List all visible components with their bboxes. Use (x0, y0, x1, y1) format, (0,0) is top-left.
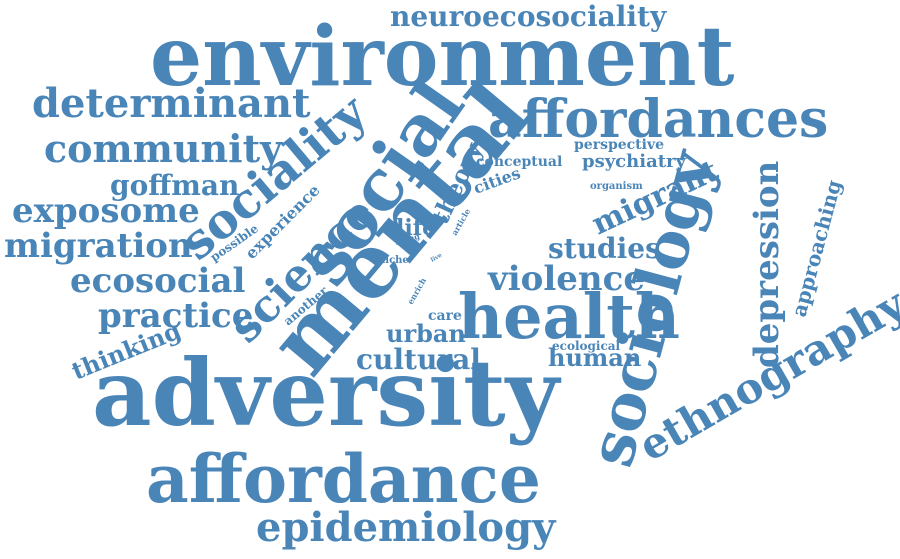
word-human: human (548, 343, 641, 372)
word-conceptual: conceptual (476, 154, 562, 170)
word-affordances: affordances (488, 89, 828, 150)
word-ecological: ecological (552, 339, 621, 353)
word-determinant: determinant (32, 80, 311, 127)
word-ecosocial: ecosocial (70, 261, 245, 301)
word-care: care (428, 308, 462, 324)
word-depression: depression (747, 161, 787, 368)
word-adversity: adversity (92, 339, 562, 447)
word-violence: violence (487, 259, 645, 299)
word-exposome: exposome (12, 191, 200, 231)
word-organism: organism (590, 181, 643, 192)
word-migration: migration (4, 226, 193, 266)
word-environment: environment (150, 9, 735, 105)
word-affordance: affordance (146, 440, 541, 518)
word-epidemiology: epidemiology (256, 504, 557, 551)
word-neuroecosociality: neuroecosociality (390, 0, 667, 33)
word-life: life (396, 215, 436, 241)
word-studies: studies (548, 232, 661, 265)
word-psychiatry: psychiatry (582, 151, 687, 172)
word-community: community (44, 126, 283, 171)
word-practice: practice (98, 296, 253, 336)
word-health: health (458, 280, 680, 353)
word-cultural: cultural (356, 343, 481, 376)
word-perspective: perspective (574, 137, 664, 153)
word-approaching: approaching (787, 177, 847, 319)
word-goffman: goffman (110, 169, 239, 202)
word-niche: niche (378, 255, 409, 266)
word-urban: urban (386, 319, 466, 348)
